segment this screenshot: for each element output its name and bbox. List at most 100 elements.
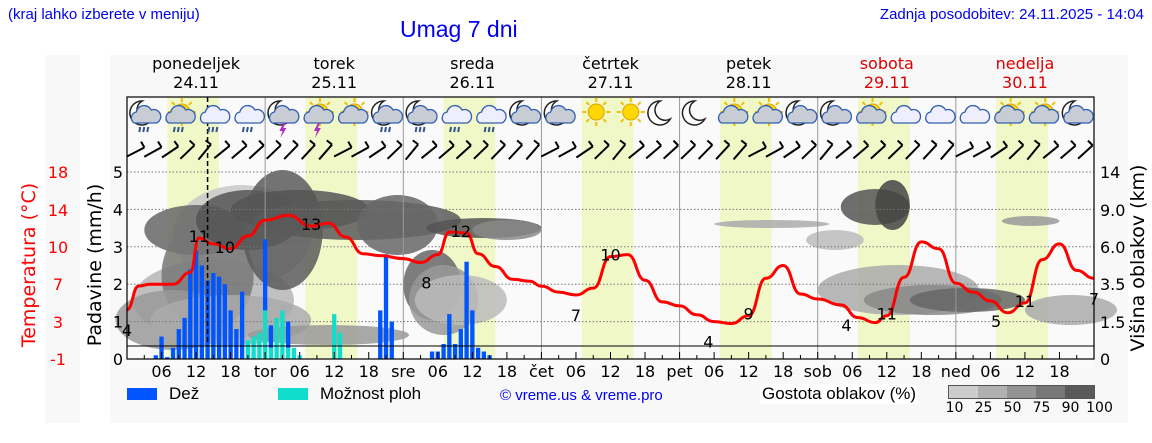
wind-barb-icon	[143, 140, 163, 158]
x-tick-label: 12	[1015, 362, 1035, 381]
rain-bar	[176, 329, 181, 359]
rain-swatch	[127, 388, 157, 400]
x-tick-label: 06	[704, 362, 724, 381]
x-tick-label: 06	[980, 362, 1000, 381]
wind-barb-icon	[161, 140, 180, 159]
x-tick-label: 18	[359, 362, 379, 381]
density-swatch	[949, 386, 978, 398]
rain-bar	[153, 355, 158, 359]
temperature-label: 4	[841, 316, 851, 335]
shower-bar	[251, 336, 256, 359]
rain-bar	[193, 250, 199, 359]
density-tick-label: 50	[1003, 400, 1022, 416]
legend-rain: Dež	[127, 382, 199, 406]
night-cloud-rain-icon	[370, 100, 404, 133]
rain-bar	[199, 265, 204, 359]
wind-barb-icon	[404, 139, 419, 161]
x-tick-label: sob	[804, 362, 832, 381]
x-tick-label: 18	[497, 362, 517, 381]
x-tick-label: sre	[391, 362, 415, 381]
x-tick-label: 12	[324, 362, 344, 381]
cloud-height-tick-label: 3.5	[1100, 275, 1125, 294]
legend-shower-label: Možnost ploh	[320, 384, 422, 403]
temperature-label: 12	[451, 222, 471, 241]
temp-tick-label: 10	[48, 238, 68, 257]
wind-barb-icon	[870, 139, 887, 160]
moon-icon	[647, 100, 673, 126]
cloud-height-tick-label: 6.0	[1100, 238, 1125, 257]
rain-bar	[205, 280, 210, 359]
day-date: 30.11	[1002, 73, 1048, 92]
sun-cloud-icon	[752, 98, 784, 126]
day-date: 28.11	[726, 73, 772, 92]
wind-barb-icon	[645, 140, 662, 160]
wind-barb-icon	[265, 139, 282, 160]
sun-cloud-icon	[856, 98, 887, 126]
cloud-density-area	[909, 288, 1025, 312]
temp-axis-panel	[45, 55, 80, 423]
wind-barb-icon	[490, 139, 506, 160]
precip-tick-label: 2	[113, 275, 123, 294]
location-hint[interactable]: (kraj lahko izberete v meniju)	[8, 6, 200, 23]
temperature-label: 8	[421, 274, 431, 293]
wind-barb-icon	[318, 139, 333, 161]
x-tick-label: 12	[600, 362, 620, 381]
wind-barb-icon	[248, 139, 265, 160]
precip-tick-label: 0	[113, 350, 123, 369]
sun-icon	[616, 98, 645, 126]
wind-barb-icon	[283, 139, 299, 160]
rain-bar	[452, 344, 458, 359]
day-name: torek	[314, 54, 356, 73]
cloud-density-area	[714, 220, 830, 228]
rain-bar	[165, 357, 170, 359]
legend-rain-label: Dež	[169, 384, 200, 403]
rain-bar	[481, 351, 487, 359]
temp-tick-label: 18	[48, 163, 68, 182]
wind-barb-icon	[940, 139, 955, 161]
precip-tick-label: 3	[113, 238, 123, 257]
cloud-height-tick-label: 0	[1100, 350, 1110, 369]
wind-barb-icon	[300, 139, 316, 160]
temperature-label: 10	[215, 238, 235, 257]
rain-bar	[470, 310, 475, 359]
density-tick-label: 10	[945, 400, 964, 416]
day-name: sobota	[860, 54, 914, 73]
rain-bar	[383, 254, 389, 359]
wind-barb-icon	[680, 139, 696, 160]
sun-cloud-rain-icon	[165, 98, 196, 133]
rain-bar	[268, 325, 274, 348]
cloud-rain-icon	[476, 104, 507, 133]
night-cloud-icon	[1061, 100, 1094, 126]
cloud-height-tick-label: 1.5	[1100, 313, 1125, 332]
copyright-link[interactable]: © vreme.us & vreme.pro	[500, 387, 663, 404]
x-tick-label: 12	[877, 362, 897, 381]
sun-cloud-icon	[1028, 98, 1060, 126]
wind-barb-icon	[852, 140, 870, 160]
day-name: četrtek	[582, 54, 640, 73]
x-tick-label: 12	[462, 362, 482, 381]
rain-bar	[228, 310, 233, 359]
x-tick-label: 06	[842, 362, 862, 381]
cloud-height-tick-label: 14	[1100, 163, 1120, 182]
temperature-label: 9	[744, 305, 754, 324]
wind-barb-icon	[126, 141, 146, 158]
night-cloud-icon	[543, 100, 576, 126]
cloud-icon	[959, 104, 991, 124]
day-name: petek	[726, 54, 772, 73]
temp-tick-label: 3	[53, 313, 63, 332]
cloud-rain-icon	[234, 104, 265, 133]
cloud-density-area	[806, 230, 864, 250]
precip-tick-label: 1	[113, 313, 123, 332]
last-updated: Zadnja posodobitev: 24.11.2025 - 14:04	[879, 6, 1144, 23]
density-swatch	[1007, 386, 1036, 398]
x-tick-label: 18	[1049, 362, 1069, 381]
density-tick-label: 100	[1086, 400, 1113, 416]
wind-barb-icon	[922, 139, 938, 160]
temperature-label: 10	[600, 246, 620, 265]
wind-barb-icon	[765, 140, 785, 158]
temp-tick-label: 14	[48, 201, 68, 220]
x-tick-label: 12	[738, 362, 758, 381]
x-tick-label: 12	[186, 362, 206, 381]
rain-bar	[458, 329, 464, 359]
x-tick-label: 06	[566, 362, 586, 381]
